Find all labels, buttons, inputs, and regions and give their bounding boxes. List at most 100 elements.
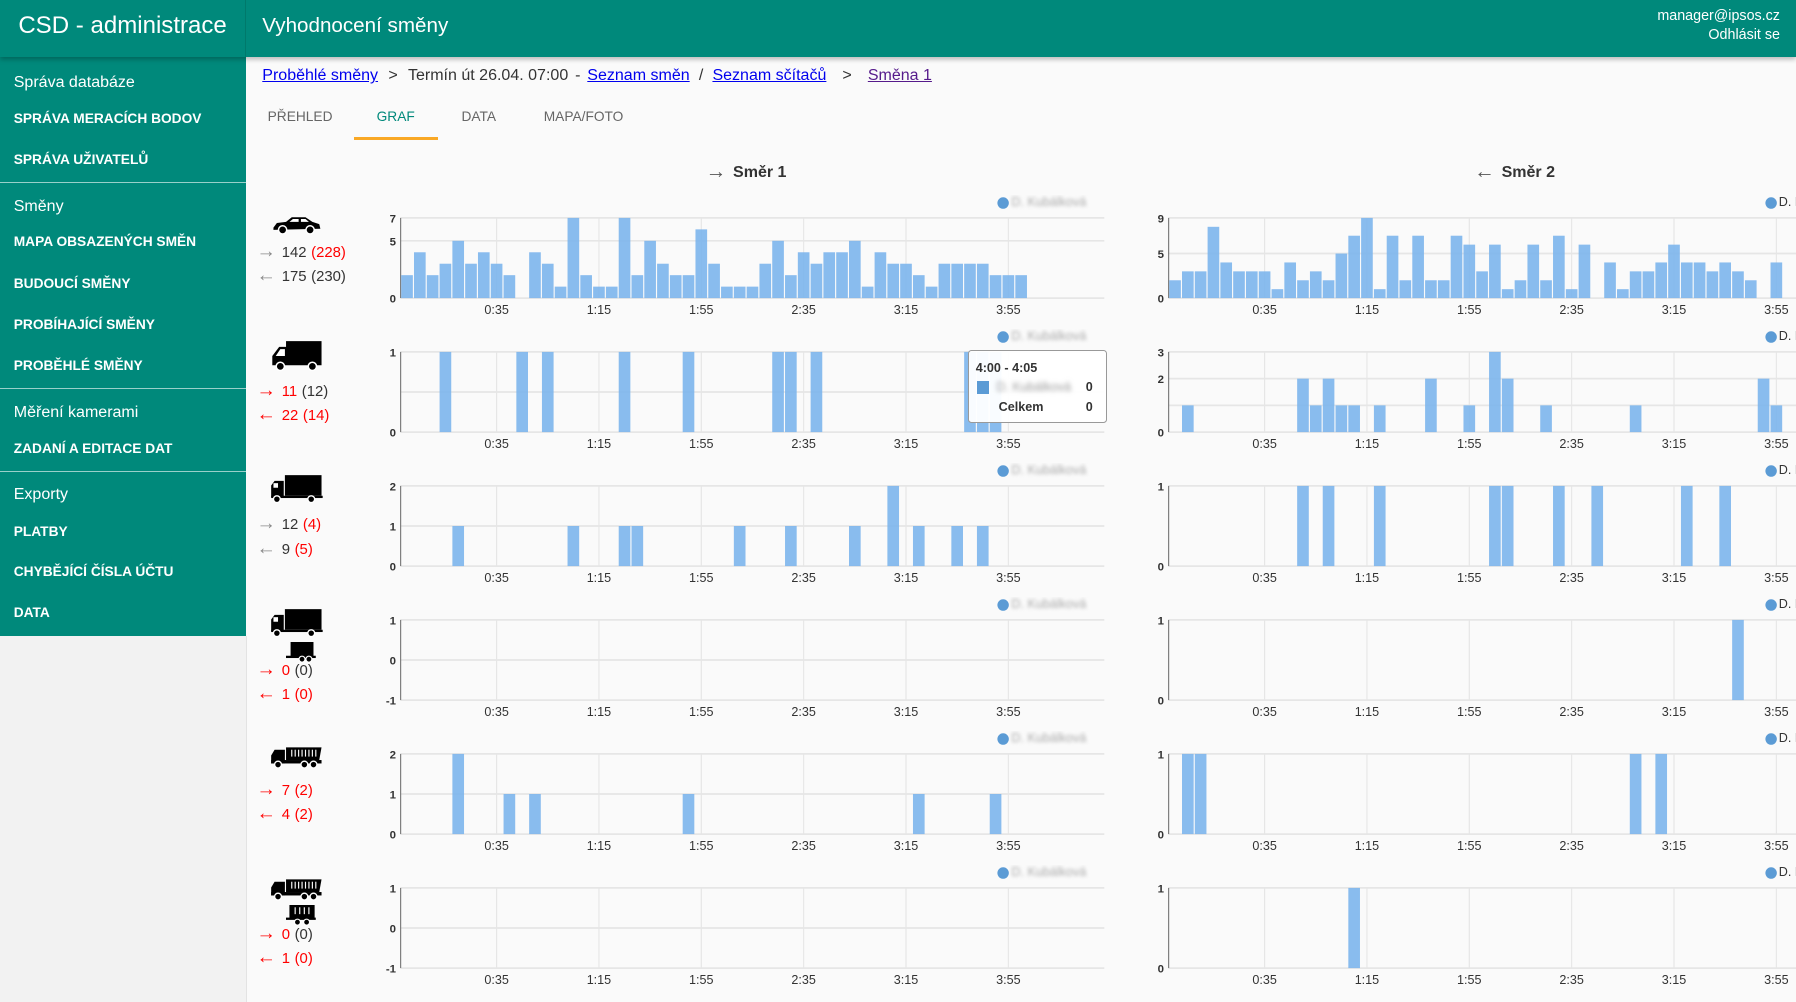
arrow-left-icon: ← <box>256 801 277 824</box>
bar <box>1373 405 1386 432</box>
count-reference: (5) <box>294 542 313 559</box>
y-tick-label: 0 <box>390 923 396 935</box>
bar <box>746 286 759 298</box>
x-tick-label: 0:35 <box>485 303 509 317</box>
legend-label[interactable]: D. Kubálková <box>1778 328 1796 343</box>
bar <box>977 263 989 298</box>
bar <box>1629 405 1642 432</box>
legend-label[interactable]: D. Kubálková <box>1011 864 1087 879</box>
bar <box>977 525 989 566</box>
y-tick-label: 2 <box>1157 374 1163 386</box>
tab-data[interactable]: DATA <box>461 109 497 125</box>
tab-prehled[interactable]: PŘEHLED <box>267 109 333 125</box>
bar <box>452 753 465 834</box>
chart-dump-truck-with-trailer-direction-2[interactable]: 0:35 1:15 1:55 2:35 3:15 3:55 0 1 D. Kubálková <box>1140 865 1796 993</box>
legend-label[interactable]: D. Kubálková <box>1011 596 1087 611</box>
legend-label[interactable]: D. Kubálková <box>1011 194 1087 209</box>
chart-dump-truck-direction-1[interactable]: 0:35 1:15 1:55 2:35 3:15 3:55 0 1 2 D. Kubálková <box>372 731 1105 859</box>
sidebar-item[interactable]: CHYBĚJÍCÍ ČÍSLA ÚČTU <box>13 564 174 580</box>
arrow-right-icon: → <box>256 922 277 945</box>
x-tick-label: 3:55 <box>1764 973 1788 987</box>
x-tick-label: 1:55 <box>1457 705 1481 719</box>
legend-label[interactable]: D. Kubálková <box>1778 194 1796 209</box>
bar <box>734 286 746 298</box>
x-tick-label: 0:35 <box>1252 571 1276 585</box>
x-tick-label: 1:15 <box>587 571 611 585</box>
legend-label[interactable]: D. Kubálková <box>1011 730 1087 745</box>
breadcrumb-seznam-smen[interactable]: Seznam směn <box>587 66 690 85</box>
bar <box>810 263 823 298</box>
bar <box>1450 235 1462 298</box>
bar <box>1527 244 1539 298</box>
legend-label[interactable]: D. Kubálková <box>1778 462 1796 477</box>
sidebar-item[interactable]: BUDOUCÍ SMĚNY <box>13 275 131 291</box>
chart-dump-truck-with-trailer-direction-1[interactable]: 0:35 1:15 1:55 2:35 3:15 3:55 -1 0 1 D. Kubálková <box>372 865 1105 993</box>
chart-truck-direction-1[interactable]: 0:35 1:15 1:55 2:35 3:15 3:55 0 1 2 D. Kubálková <box>372 463 1105 591</box>
chart-truck-with-trailer-direction-2[interactable]: 0:35 1:15 1:55 2:35 3:15 3:55 0 1 D. Kubálková <box>1140 597 1796 725</box>
arrow-left-icon: ← <box>256 403 277 426</box>
x-tick-label: 1:15 <box>587 973 611 987</box>
breadcrumb-smena[interactable]: Směna 1 <box>867 66 932 85</box>
sidebar-empty-area <box>0 635 248 1002</box>
legend-label[interactable]: D. Kubálková <box>1778 596 1796 611</box>
user-email[interactable]: manager@ipsos.cz <box>1657 7 1780 24</box>
bar <box>1194 753 1207 834</box>
bar <box>427 274 439 298</box>
tab-mapa-foto[interactable]: MAPA/FOTO <box>543 109 624 125</box>
chart-car-direction-2[interactable]: 0:35 1:15 1:55 2:35 3:15 3:55 0 5 9 D. Kubálková <box>1140 195 1796 323</box>
legend-label[interactable]: D. Kubálková <box>1011 328 1087 343</box>
x-tick-label: 3:55 <box>1764 437 1788 451</box>
breadcrumb-termin: Termín út 26.04. 07:00 <box>407 66 569 85</box>
sidebar-item[interactable]: DATA <box>13 605 50 621</box>
bar <box>913 274 925 298</box>
chart-truck-direction-2[interactable]: 0:35 1:15 1:55 2:35 3:15 3:55 0 1 D. Kubálková <box>1140 463 1796 591</box>
sidebar-item[interactable]: PROBĚHLÉ SMĚNY <box>13 358 143 374</box>
x-tick-label: 1:15 <box>587 705 611 719</box>
legend-marker <box>997 733 1010 745</box>
sidebar-item[interactable]: PLATBY <box>13 524 68 540</box>
direction-2-count: ← 9 (5) <box>257 538 313 561</box>
legend-marker <box>997 465 1010 477</box>
tooltip-series-name: D. Kubálková <box>996 380 1072 395</box>
sidebar-item[interactable]: SPRÁVA UŽIVATELŮ <box>13 151 149 167</box>
dump-truck-trailer-icon <box>270 876 323 930</box>
sidebar-item[interactable]: SPRÁVA MERACÍCH BODOV <box>13 110 202 126</box>
logout-link[interactable]: Odhlásit se <box>1708 27 1780 44</box>
arrow-right-icon: → <box>256 777 277 800</box>
chart-van-direction-2[interactable]: 0:35 1:15 1:55 2:35 3:15 3:55 0 2 3 D. Kubálková <box>1140 329 1796 457</box>
count-reference: (0) <box>294 951 313 968</box>
breadcrumb-probehle-smeny[interactable]: Proběhlé směny <box>262 66 379 85</box>
legend-marker <box>997 867 1010 879</box>
y-tick-label: 0 <box>390 293 396 305</box>
bar <box>1411 235 1424 298</box>
app-brand[interactable]: CSD - administrace <box>0 0 247 58</box>
bar <box>1603 262 1616 298</box>
bar <box>1181 271 1194 298</box>
direction-1-count: → 0 (0) <box>257 658 313 682</box>
x-tick-label: 3:15 <box>894 571 918 585</box>
legend-label[interactable]: D. Kubálková <box>1011 462 1087 477</box>
chart-truck-with-trailer-direction-1[interactable]: 0:35 1:15 1:55 2:35 3:15 3:55 -1 0 1 D. Kubálková <box>372 597 1105 725</box>
breadcrumb-separator: > <box>842 66 852 85</box>
legend-label[interactable]: D. Kubálková <box>1778 730 1796 745</box>
chart-car-direction-1[interactable]: 0:35 1:15 1:55 2:35 3:15 3:55 0 5 7 D. Kubálková <box>372 195 1105 323</box>
sidebar: Správa databáze SPRÁVA MERACÍCH BODOV SPRÁ… <box>0 57 247 636</box>
sidebar-item[interactable]: ZADANÍ A EDITACE DAT <box>13 440 173 456</box>
sidebar-item[interactable]: MAPA OBSAZENÝCH SMĚN <box>13 234 197 250</box>
sidebar-item[interactable]: PROBÍHAJÍCÍ SMĚNY <box>13 316 155 332</box>
legend-label[interactable]: D. Kubálková <box>1778 864 1796 879</box>
x-tick-label: 1:55 <box>1457 571 1481 585</box>
x-tick-label: 2:35 <box>1559 973 1583 987</box>
bar <box>989 274 1002 298</box>
bar <box>1719 485 1731 566</box>
direction-2-label: Směr 2 <box>1501 162 1556 181</box>
x-tick-label: 1:55 <box>1457 437 1481 451</box>
bar <box>567 525 580 566</box>
vehicle-summary-dump-truck: → 7 (2) ← 4 (2) <box>254 731 357 859</box>
chart-dump-truck-direction-2[interactable]: 0:35 1:15 1:55 2:35 3:15 3:55 0 1 D. Kubálková <box>1140 731 1796 859</box>
y-tick-label: 2 <box>390 481 396 493</box>
bar <box>913 525 925 566</box>
breadcrumb-seznam-scitacu[interactable]: Seznam sčítačů <box>712 66 827 85</box>
tab-graf[interactable]: GRAF <box>353 103 438 141</box>
bar <box>414 251 426 298</box>
